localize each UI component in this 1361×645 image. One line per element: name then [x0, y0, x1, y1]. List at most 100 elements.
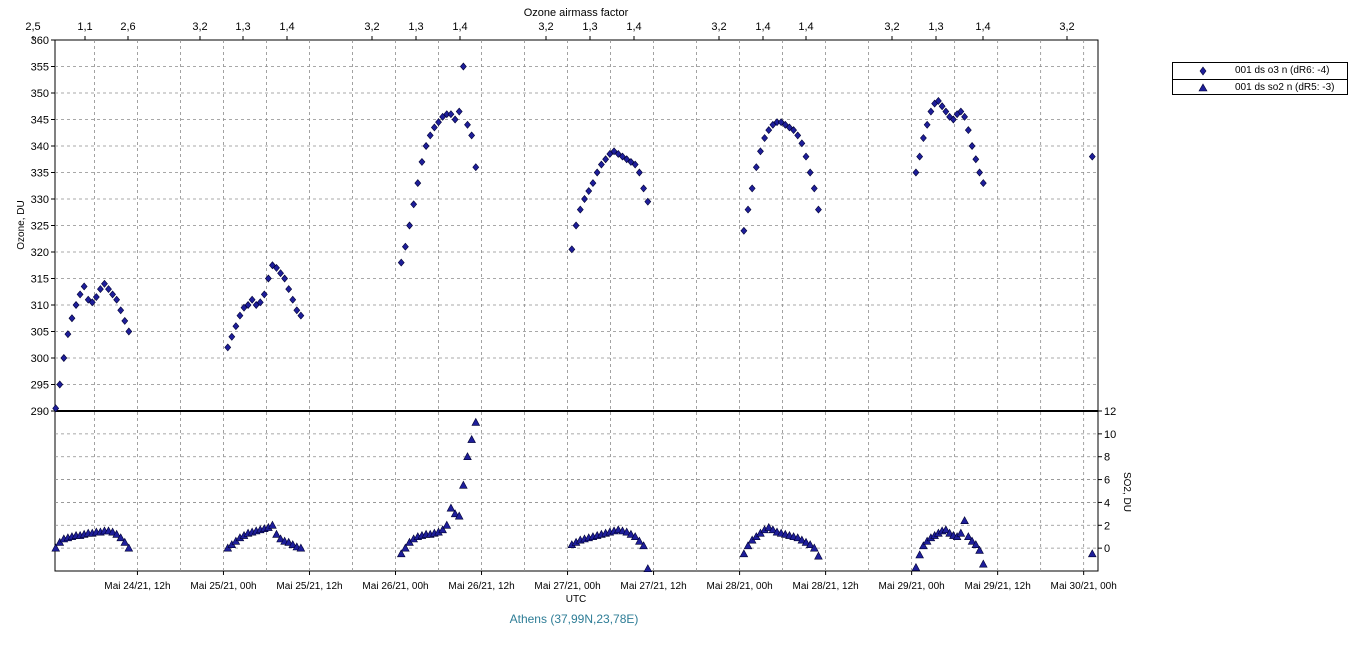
so2-data-point [272, 529, 281, 538]
x-tick-label: Маі 29/21, 00h [878, 581, 944, 592]
ozone-data-point [769, 120, 777, 129]
so2-data-point [975, 545, 984, 554]
top-tick-label: 3,2 [192, 21, 207, 33]
ozone-data-point [468, 131, 476, 140]
ozone-data-point [923, 120, 931, 129]
ozone-data-point [606, 149, 614, 158]
ozone-data-point [56, 380, 64, 389]
triangle-marker-icon [1198, 83, 1208, 92]
so2-data-point [268, 520, 277, 529]
ozone-data-point [748, 184, 756, 193]
ozone-data-point [920, 134, 927, 143]
ozone-data-point [435, 118, 442, 127]
x-tick-label: Маі 28/21, 12h [792, 581, 858, 592]
ozone-data-point [406, 221, 413, 230]
ozone-y-axis: 290 295 300 305 310 315 320 325 330 335 340 345 350 3… [31, 35, 55, 418]
top-tick-label: 3,2 [884, 21, 899, 33]
ozone-data-point [916, 152, 924, 161]
so2-tick-label: 6 [1104, 475, 1110, 487]
so2-data-point [467, 434, 476, 443]
ozone-data-point [627, 157, 635, 166]
ozone-data-point [97, 285, 104, 294]
ozone-data-point [459, 62, 467, 71]
so2-data-point [941, 525, 951, 534]
top-tick-label: 1,4 [279, 21, 294, 33]
ozone-data-point [121, 316, 129, 325]
so2-data-point [919, 541, 928, 550]
ozone-data-point [585, 187, 593, 196]
ozone-data-point [972, 155, 980, 164]
so2-data-point [768, 525, 778, 534]
ozone-data-point [644, 197, 652, 206]
so2-data-point [446, 503, 456, 512]
legend-label-so2: 001 ds so2 n (dR5: -3) [1235, 82, 1335, 93]
ozone-tick-label: 320 [31, 247, 49, 259]
ozone-axis-title: Ozone, DU [16, 200, 27, 249]
so2-data-point [643, 564, 653, 573]
ozone-tick-label: 290 [31, 406, 49, 418]
ozone-data-point [744, 205, 752, 214]
top-tick-label: 1,3 [582, 21, 597, 33]
so2-data-point [805, 540, 815, 549]
so2-data-point [911, 562, 921, 571]
so2-data-point [471, 417, 481, 426]
so2-data-point [964, 532, 973, 541]
ozone-data-point [418, 157, 426, 166]
ozone-data-point [232, 322, 240, 331]
ozone-tick-label: 355 [31, 62, 49, 74]
ozone-data-point [802, 152, 810, 161]
so2-tick-label: 12 [1104, 406, 1116, 418]
so2-data-point [630, 532, 640, 541]
ozone-data-point [635, 168, 643, 177]
so2-data-point [743, 541, 753, 550]
top-tick-label: 3,2 [364, 21, 379, 33]
ozone-data-point [976, 168, 983, 177]
x-tick-label: Маі 29/21, 12h [965, 581, 1031, 592]
ozone-tick-label: 300 [31, 353, 49, 365]
ozone-data-point [568, 245, 576, 254]
so2-data-point [814, 551, 823, 560]
ozone-data-point [101, 279, 108, 288]
so2-data-point [459, 480, 468, 489]
ozone-data-point [228, 332, 236, 341]
ozone-data-point [52, 404, 60, 413]
ozone-data-point [72, 301, 80, 309]
so2-data-point [450, 509, 460, 518]
ozone-data-point [794, 131, 802, 140]
ozone-data-point [614, 149, 622, 158]
data-points [51, 62, 1097, 573]
ozone-tick-label: 340 [31, 141, 49, 153]
ozone-data-point [80, 282, 88, 291]
ozone-data-point [285, 285, 293, 294]
ozone-data-point [451, 115, 459, 124]
so2-data-point [442, 520, 452, 529]
ozone-data-point [942, 107, 950, 116]
x-tick-label: Маі 28/21, 00h [706, 581, 772, 592]
so2-data-point [1087, 549, 1097, 558]
diamond-marker-icon [1199, 66, 1207, 76]
ozone-data-point [248, 295, 256, 304]
so2-data-point [635, 536, 644, 545]
ozone-data-point [297, 311, 305, 320]
ozone-data-point [912, 168, 920, 177]
so2-data-point [979, 559, 988, 568]
ozone-data-point [264, 274, 272, 283]
so2-tick-label: 4 [1104, 497, 1110, 509]
x-tick-label: Маі 25/21, 00h [190, 581, 256, 592]
top-tick-label: 1,3 [928, 21, 943, 33]
x-tick-label: Маі 24/21, 12h [104, 581, 170, 592]
ozone-data-point [576, 205, 584, 214]
ozone-tick-label: 295 [31, 380, 49, 392]
top-tick-label: 1,4 [626, 21, 641, 33]
so2-axis-title: SO2, DU [1121, 472, 1132, 512]
ozone-data-point [761, 134, 768, 143]
ozone-data-point [109, 290, 116, 299]
so2-data-point [739, 549, 749, 558]
so2-data-point [967, 536, 977, 545]
ozone-data-point [968, 142, 976, 150]
ozone-data-point [938, 102, 946, 111]
ozone-data-point [447, 110, 455, 119]
so2-data-point [971, 540, 981, 549]
ozone-data-point [224, 343, 232, 352]
ozone-data-point [422, 142, 430, 150]
